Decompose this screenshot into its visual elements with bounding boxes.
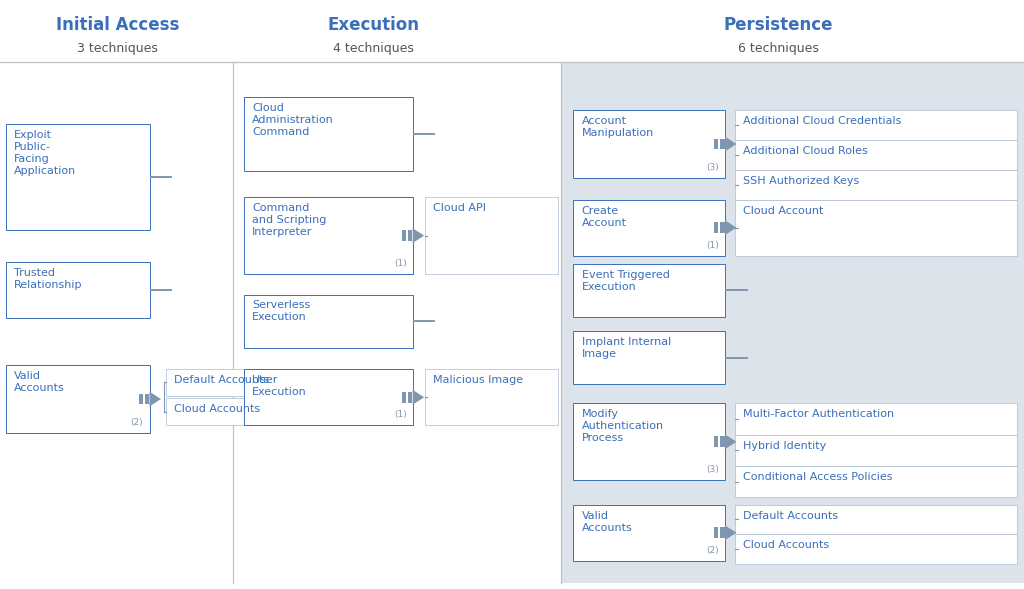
FancyBboxPatch shape bbox=[402, 230, 407, 241]
Text: Hybrid Identity: Hybrid Identity bbox=[743, 441, 826, 451]
FancyBboxPatch shape bbox=[715, 528, 719, 538]
Text: Trusted
Relationship: Trusted Relationship bbox=[14, 268, 83, 290]
FancyBboxPatch shape bbox=[244, 294, 413, 348]
FancyBboxPatch shape bbox=[6, 262, 150, 318]
Text: 3 techniques: 3 techniques bbox=[78, 42, 158, 55]
FancyBboxPatch shape bbox=[6, 124, 150, 230]
FancyBboxPatch shape bbox=[721, 528, 725, 538]
Text: Modify
Authentication
Process: Modify Authentication Process bbox=[582, 409, 664, 444]
Text: Initial Access: Initial Access bbox=[56, 16, 179, 34]
Text: Command
and Scripting
Interpreter: Command and Scripting Interpreter bbox=[252, 203, 327, 237]
Text: Cloud Account: Cloud Account bbox=[743, 206, 823, 216]
Polygon shape bbox=[413, 390, 424, 405]
Text: (2): (2) bbox=[131, 418, 143, 427]
Polygon shape bbox=[150, 392, 161, 406]
FancyBboxPatch shape bbox=[735, 140, 1017, 170]
Text: Cloud Accounts: Cloud Accounts bbox=[174, 404, 260, 414]
Text: Conditional Access Policies: Conditional Access Policies bbox=[743, 472, 893, 482]
FancyBboxPatch shape bbox=[244, 97, 413, 171]
FancyBboxPatch shape bbox=[735, 466, 1017, 497]
Text: Valid
Accounts: Valid Accounts bbox=[14, 371, 66, 393]
Polygon shape bbox=[413, 228, 424, 243]
FancyBboxPatch shape bbox=[166, 398, 317, 425]
Text: (1): (1) bbox=[707, 241, 719, 250]
FancyBboxPatch shape bbox=[573, 264, 725, 317]
FancyBboxPatch shape bbox=[409, 392, 413, 403]
Text: Multi-Factor Authentication: Multi-Factor Authentication bbox=[743, 409, 895, 419]
FancyBboxPatch shape bbox=[573, 110, 725, 178]
Text: Serverless
Execution: Serverless Execution bbox=[252, 300, 310, 322]
FancyBboxPatch shape bbox=[145, 394, 150, 405]
Text: (2): (2) bbox=[707, 546, 719, 555]
FancyBboxPatch shape bbox=[735, 170, 1017, 200]
FancyBboxPatch shape bbox=[715, 139, 719, 150]
Text: Event Triggered
Execution: Event Triggered Execution bbox=[582, 270, 670, 292]
Polygon shape bbox=[725, 220, 736, 235]
Text: (1): (1) bbox=[394, 259, 407, 268]
Text: User
Execution: User Execution bbox=[252, 375, 306, 397]
Text: Additional Cloud Credentials: Additional Cloud Credentials bbox=[743, 116, 902, 126]
FancyBboxPatch shape bbox=[573, 331, 725, 384]
Text: Valid
Accounts: Valid Accounts bbox=[582, 511, 633, 532]
FancyBboxPatch shape bbox=[721, 139, 725, 150]
FancyBboxPatch shape bbox=[735, 505, 1017, 534]
FancyBboxPatch shape bbox=[425, 369, 558, 425]
Text: Malicious Image: Malicious Image bbox=[433, 375, 523, 385]
Polygon shape bbox=[725, 525, 736, 540]
FancyBboxPatch shape bbox=[715, 436, 719, 447]
Text: Exploit
Public-
Facing
Application: Exploit Public- Facing Application bbox=[14, 130, 77, 176]
Text: Account
Manipulation: Account Manipulation bbox=[582, 116, 654, 138]
FancyBboxPatch shape bbox=[721, 436, 725, 447]
Text: SSH Authorized Keys: SSH Authorized Keys bbox=[743, 176, 860, 186]
FancyBboxPatch shape bbox=[166, 369, 317, 396]
Text: 4 techniques: 4 techniques bbox=[334, 42, 414, 55]
FancyBboxPatch shape bbox=[425, 197, 558, 274]
FancyBboxPatch shape bbox=[244, 369, 413, 425]
Text: Implant Internal
Image: Implant Internal Image bbox=[582, 337, 671, 359]
FancyBboxPatch shape bbox=[409, 230, 413, 241]
Text: 6 techniques: 6 techniques bbox=[738, 42, 818, 55]
FancyBboxPatch shape bbox=[573, 200, 725, 256]
Text: Default Accounts: Default Accounts bbox=[174, 375, 269, 385]
FancyBboxPatch shape bbox=[573, 505, 725, 561]
Text: Cloud Accounts: Cloud Accounts bbox=[743, 540, 829, 550]
FancyBboxPatch shape bbox=[735, 435, 1017, 466]
Text: Default Accounts: Default Accounts bbox=[743, 511, 839, 521]
FancyBboxPatch shape bbox=[721, 223, 725, 233]
Polygon shape bbox=[725, 137, 736, 151]
FancyBboxPatch shape bbox=[735, 403, 1017, 435]
Text: Cloud API: Cloud API bbox=[433, 203, 486, 213]
FancyBboxPatch shape bbox=[6, 365, 150, 433]
Text: (3): (3) bbox=[707, 465, 719, 474]
FancyBboxPatch shape bbox=[402, 392, 407, 403]
Text: Additional Cloud Roles: Additional Cloud Roles bbox=[743, 146, 868, 156]
FancyBboxPatch shape bbox=[735, 110, 1017, 140]
FancyBboxPatch shape bbox=[561, 62, 1024, 583]
Text: Execution: Execution bbox=[328, 16, 420, 34]
FancyBboxPatch shape bbox=[735, 200, 1017, 256]
Text: (1): (1) bbox=[394, 411, 407, 419]
Text: Create
Account: Create Account bbox=[582, 206, 627, 227]
Text: Cloud
Administration
Command: Cloud Administration Command bbox=[252, 103, 334, 137]
Text: Persistence: Persistence bbox=[724, 16, 833, 34]
FancyBboxPatch shape bbox=[573, 403, 725, 480]
FancyBboxPatch shape bbox=[139, 394, 143, 405]
FancyBboxPatch shape bbox=[715, 223, 719, 233]
FancyBboxPatch shape bbox=[735, 534, 1017, 564]
Polygon shape bbox=[725, 434, 736, 449]
Text: (3): (3) bbox=[707, 163, 719, 172]
FancyBboxPatch shape bbox=[244, 197, 413, 274]
